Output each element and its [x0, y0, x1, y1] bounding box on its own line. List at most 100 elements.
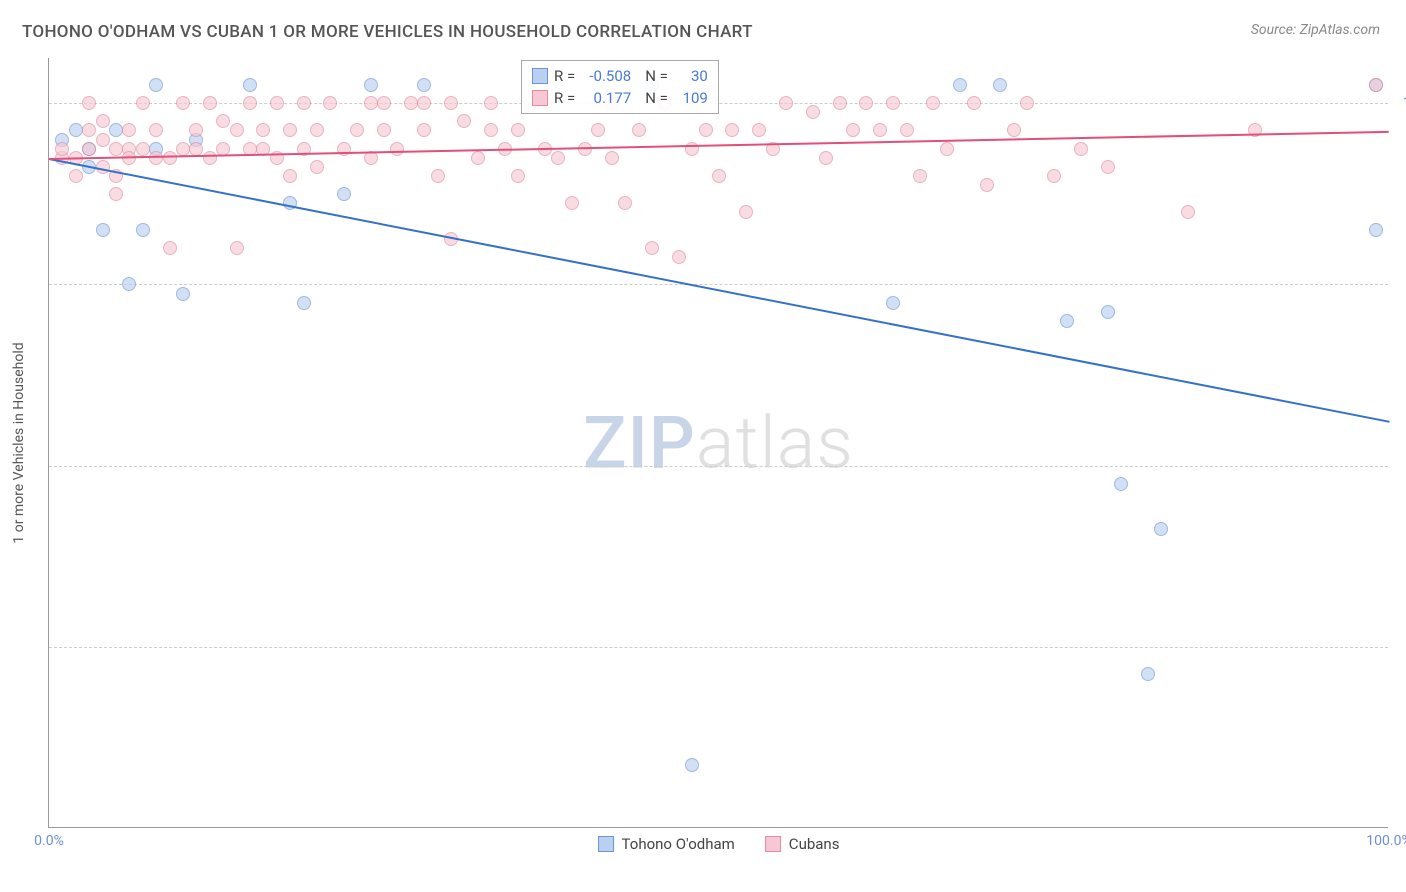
scatter-point [82, 123, 96, 137]
scatter-point [511, 169, 525, 183]
scatter-point [82, 96, 96, 110]
scatter-point [270, 96, 284, 110]
scatter-point [699, 123, 713, 137]
legend-n-label: N = [645, 89, 668, 107]
legend-swatch [532, 68, 548, 84]
scatter-point [55, 142, 69, 156]
scatter-point [605, 151, 619, 165]
scatter-point [337, 187, 351, 201]
legend-item: Cubans [765, 835, 840, 853]
scatter-point [900, 123, 914, 137]
legend-r-label: R = [554, 89, 575, 107]
scatter-point [136, 96, 150, 110]
scatter-point [69, 169, 83, 183]
series-legend: Tohono O'odham Cubans [598, 835, 840, 853]
scatter-point [1101, 160, 1115, 174]
scatter-point [136, 223, 150, 237]
y-axis-label: 1 or more Vehicles in Household [11, 342, 27, 543]
scatter-point [377, 123, 391, 137]
scatter-point [846, 123, 860, 137]
scatter-point [591, 123, 605, 137]
scatter-point [310, 123, 324, 137]
correlation-legend: R =-0.508N =30R =0.177N =109 [521, 60, 719, 114]
scatter-point [739, 205, 753, 219]
legend-label: Cubans [789, 835, 840, 853]
scatter-point [1369, 223, 1383, 237]
scatter-point [82, 142, 96, 156]
scatter-point [980, 178, 994, 192]
legend-row: R =-0.508N =30 [532, 65, 708, 87]
scatter-point [256, 123, 270, 137]
scatter-point [176, 96, 190, 110]
scatter-point [712, 169, 726, 183]
scatter-point [122, 123, 136, 137]
scatter-point [1114, 477, 1128, 491]
scatter-point [417, 78, 431, 92]
scatter-point [806, 105, 820, 119]
scatter-point [1060, 314, 1074, 328]
scatter-point [484, 96, 498, 110]
gridline [49, 284, 1388, 285]
scatter-point [484, 123, 498, 137]
scatter-point [1101, 305, 1115, 319]
watermark-atlas: atlas [696, 400, 854, 485]
y-tick-label: 100.0% [1403, 95, 1406, 111]
scatter-point [149, 78, 163, 92]
trend-line [49, 158, 1389, 423]
legend-row: R = 0.177 N = 109 [532, 87, 708, 109]
scatter-point [565, 196, 579, 210]
legend-r-value: -0.508 [581, 67, 631, 85]
scatter-point [471, 151, 485, 165]
scatter-point [752, 123, 766, 137]
scatter-point [310, 160, 324, 174]
scatter-point [685, 758, 699, 772]
scatter-point [685, 142, 699, 156]
scatter-point [1141, 667, 1155, 681]
scatter-point [551, 151, 565, 165]
scatter-point [216, 114, 230, 128]
scatter-point [940, 142, 954, 156]
legend-swatch [532, 90, 548, 106]
scatter-point [323, 96, 337, 110]
scatter-point [96, 133, 110, 147]
scatter-point [1181, 205, 1195, 219]
scatter-point [886, 96, 900, 110]
scatter-point [350, 123, 364, 137]
scatter-point [230, 123, 244, 137]
scatter-point [176, 287, 190, 301]
scatter-point [632, 123, 646, 137]
legend-n-label: N = [645, 67, 668, 85]
source-attribution: Source: ZipAtlas.com [1251, 22, 1380, 38]
scatter-point [149, 123, 163, 137]
legend-swatch [765, 836, 781, 852]
scatter-point [176, 142, 190, 156]
chart-title: TOHONO O'ODHAM VS CUBAN 1 OR MORE VEHICL… [22, 22, 753, 42]
watermark: ZIPatlas [583, 400, 854, 485]
scatter-point [873, 123, 887, 137]
scatter-point [136, 142, 150, 156]
scatter-point [96, 223, 110, 237]
scatter-point [672, 250, 686, 264]
scatter-point [1154, 522, 1168, 536]
legend-n-value: 109 [674, 89, 708, 107]
scatter-point [283, 123, 297, 137]
scatter-point [297, 96, 311, 110]
scatter-point [1047, 169, 1061, 183]
scatter-point [1020, 96, 1034, 110]
scatter-point [886, 296, 900, 310]
legend-item: Tohono O'odham [598, 835, 735, 853]
scatter-point [109, 123, 123, 137]
scatter-point [417, 123, 431, 137]
scatter-point [967, 96, 981, 110]
legend-r-label: R = [554, 67, 575, 85]
scatter-point [645, 241, 659, 255]
watermark-zip: ZIP [583, 400, 696, 485]
scatter-point [297, 296, 311, 310]
scatter-point [953, 78, 967, 92]
scatter-point [779, 96, 793, 110]
scatter-point [230, 241, 244, 255]
scatter-point [859, 96, 873, 110]
legend-r-value: 0.177 [581, 89, 631, 107]
scatter-point [390, 142, 404, 156]
scatter-point [243, 78, 257, 92]
